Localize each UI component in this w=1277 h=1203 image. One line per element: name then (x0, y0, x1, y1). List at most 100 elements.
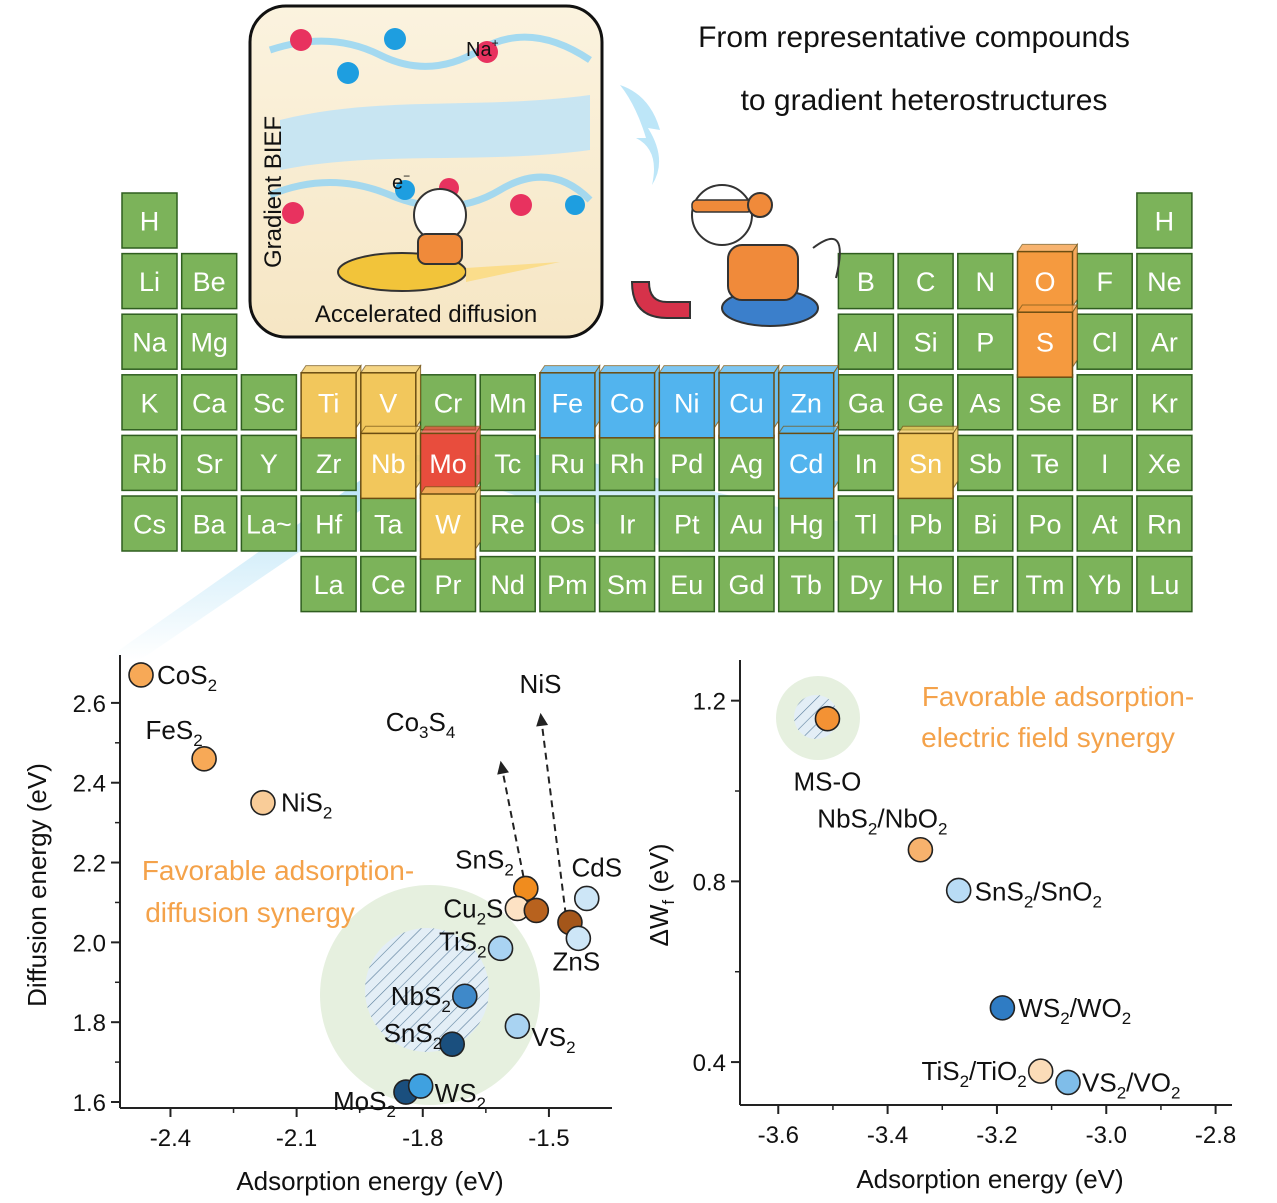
data-point-nis2 (250, 789, 276, 816)
chart1-x-tick-label: -2.4 (150, 1125, 191, 1152)
element-cell-box (539, 495, 596, 552)
synergy-region-hatched (365, 928, 489, 1052)
element-cell-tl: Tl (837, 495, 895, 552)
data-point-cos2 (128, 662, 154, 688)
element-cell-box (658, 434, 716, 492)
element-cell-box (957, 555, 1014, 613)
point-label-tis2: TiS2 (439, 926, 487, 961)
magnet-dog-illustration (630, 184, 841, 327)
element-symbol: Lu (1149, 570, 1179, 600)
element-cell-hg: Hg (777, 495, 835, 552)
element-cell-box (180, 434, 238, 492)
element-cell-box (897, 432, 954, 500)
element-cell-ca: Ca (180, 374, 238, 431)
label-text: NiS (520, 669, 562, 699)
point-label-cds: CdS (571, 852, 622, 882)
label-subscript: 2 (323, 804, 332, 823)
ion-charge: + (492, 36, 499, 50)
element-cell-cs: Cs (121, 495, 178, 552)
element-symbol: Ce (371, 570, 406, 600)
element-cell-box (121, 192, 178, 249)
element-cell-box (419, 493, 477, 560)
element-cell-box (121, 252, 178, 310)
element-symbol: Zr (316, 449, 341, 479)
element-cell-pb: Pb (897, 495, 954, 552)
point-label-nis2: NiS2 (281, 788, 332, 823)
element-cell-box (419, 555, 477, 613)
element-symbol: Y (260, 449, 278, 479)
lightning-icon (620, 85, 660, 185)
element-cell-top (359, 425, 422, 434)
label-subscript: 4 (446, 723, 455, 742)
element-cell-s: S (1016, 303, 1079, 378)
data-point-sns2 (439, 1031, 466, 1057)
label-text: WS (435, 1078, 477, 1108)
point-label-ws2-wo2: WS2/WO2 (1018, 993, 1131, 1028)
chart1-y-tick-label: 1.6 (73, 1090, 106, 1117)
element-symbol: Cl (1092, 328, 1118, 358)
element-symbol: V (379, 388, 397, 418)
chart2-y-label-unit: (eV) (644, 844, 674, 900)
point-label-mos2: MoS2 (333, 1086, 396, 1121)
dog-tail-icon (812, 237, 841, 279)
chart1-point-labels: CoS2FeS2NiS2SnS2Cu2SCdSZnSTiS2NbS2VS2SnS… (146, 660, 623, 1121)
magnet-icon (630, 281, 691, 319)
label-subscript: 2 (1122, 1009, 1131, 1028)
element-cell-box (121, 434, 178, 492)
element-symbol: Fe (552, 388, 584, 418)
element-cell-na: Na (121, 313, 178, 370)
element-symbol: H (1155, 207, 1175, 237)
element-symbol: Te (1031, 449, 1060, 479)
element-cell-sb: Sb (957, 434, 1014, 492)
label-text: /VO (1126, 1067, 1171, 1097)
element-cell-ba: Ba (180, 495, 238, 552)
element-cell-box (658, 555, 716, 613)
element-cell-be: Be (180, 252, 238, 310)
speed-trail-icon (466, 262, 560, 282)
element-symbol: In (855, 449, 878, 479)
label-subscript: 2 (386, 1102, 395, 1121)
chart2-annotation-line-2: electric field synergy (921, 722, 1175, 753)
element-cell-top (777, 425, 840, 434)
element-cell-box (300, 495, 357, 552)
element-symbol: Mg (190, 328, 228, 358)
element-cell-tm: Tm (1016, 555, 1074, 613)
chart1-y-axis-label: Diffusion energy (eV) (22, 763, 52, 1007)
element-cell-b: B (837, 252, 895, 310)
label-text: NbS (817, 804, 868, 834)
chart2-axes: -3.6 -3.4 -3.2 -3.0 -2.8 0.4 0.8 1.2 (693, 660, 1236, 1149)
element-cell-box (121, 374, 178, 431)
label-text: SnS (455, 844, 504, 874)
element-symbol: B (857, 267, 875, 297)
element-cell-pt: Pt (658, 495, 716, 552)
chart1-annotation-line-2: diffusion synergy (145, 897, 355, 928)
element-cell-box (1136, 495, 1193, 552)
element-cell-cl: Cl (1076, 313, 1133, 370)
element-cell-cd: Cd (777, 424, 840, 500)
element-cell-y: Y (240, 434, 298, 492)
element-symbol: Hf (315, 510, 342, 540)
element-symbol: Cu (729, 388, 764, 418)
chart1-axes: -2.4 -2.1 -1.8 -1.5 1.6 1.8 2.0 2.2 2.4 2.6 (73, 655, 612, 1152)
element-cell-box (718, 555, 775, 613)
element-cell-box (539, 372, 596, 439)
element-symbol: Rb (132, 449, 167, 479)
element-symbol: Tm (1026, 570, 1065, 600)
element-cell-box (121, 313, 178, 370)
point-label-fes2: FeS2 (146, 715, 203, 750)
element-cell-box (1136, 192, 1193, 249)
element-cell-kr: Kr (1136, 374, 1193, 431)
element-symbol: Cd (789, 449, 824, 479)
element-symbol: Pb (909, 510, 942, 540)
element-cell-sr: Sr (180, 434, 238, 492)
data-point-ws2-wo2 (989, 995, 1016, 1021)
element-symbol: Mn (489, 388, 527, 418)
sodium-ion-icon (290, 29, 312, 51)
element-cell-top (419, 486, 482, 495)
data-point (523, 897, 550, 924)
label-subscript: 2 (1017, 1072, 1026, 1091)
element-symbol: Os (550, 510, 585, 540)
label-subscript: 2 (208, 676, 217, 695)
element-symbol: Eu (670, 570, 703, 600)
element-symbol: Mo (429, 449, 467, 479)
